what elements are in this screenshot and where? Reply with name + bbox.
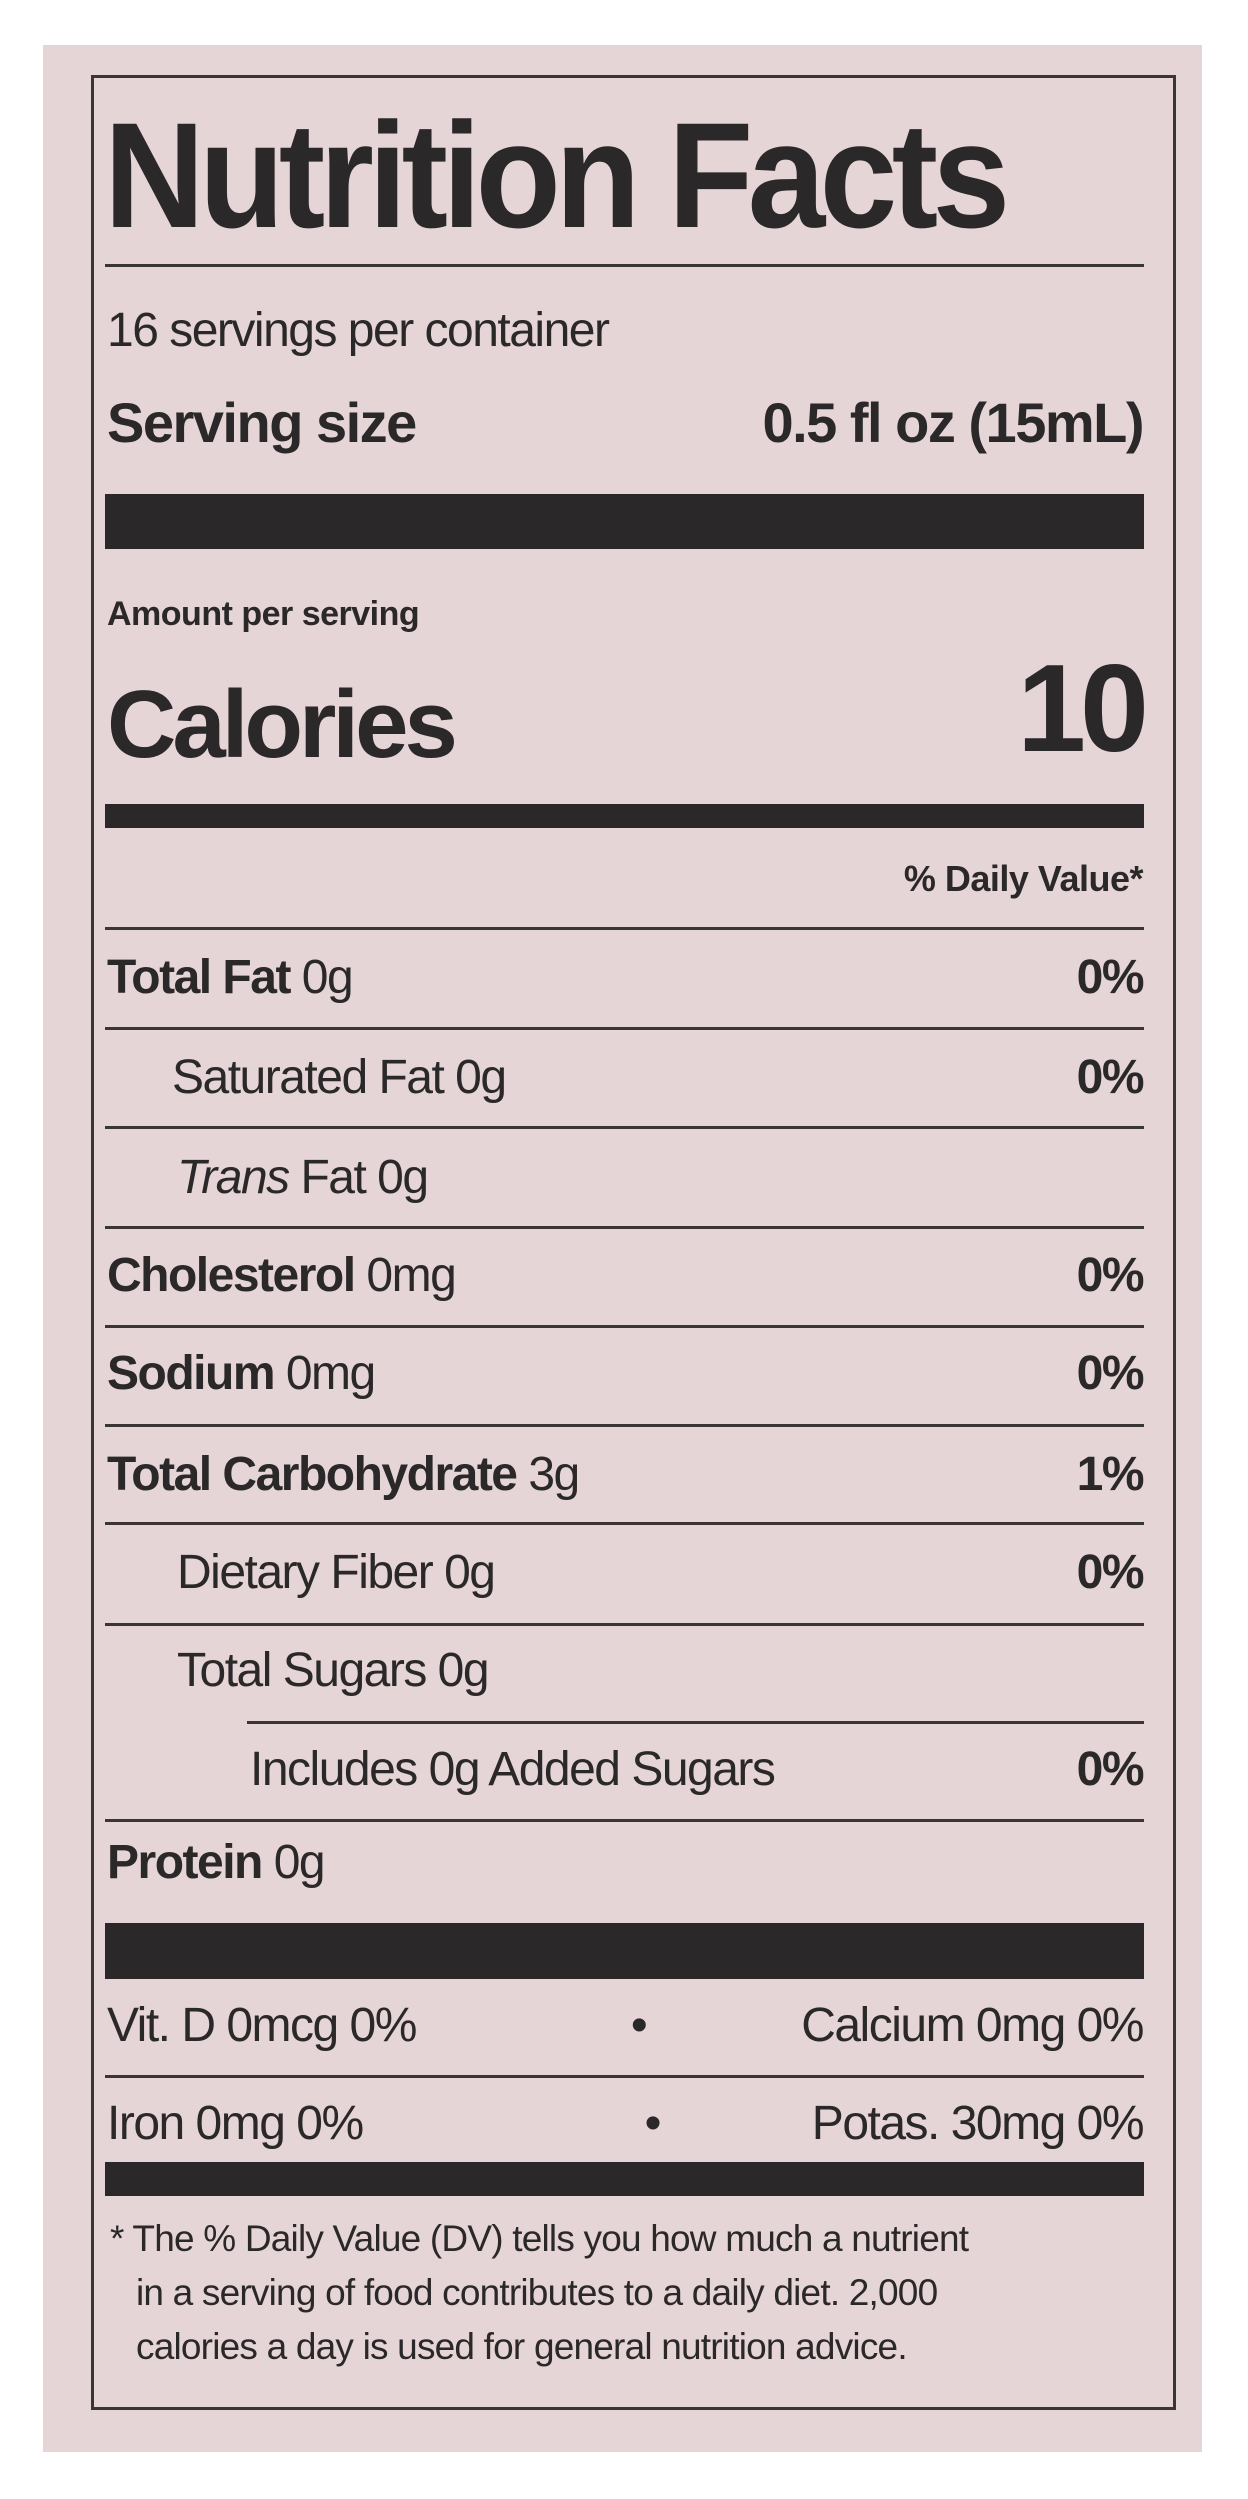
vitamin-row: Iron 0mg 0% • Potas. 30mg 0% <box>107 2096 1145 2151</box>
nutrient-name: Cholesterol 0mg <box>107 1248 457 1303</box>
divider <box>105 1623 1144 1626</box>
nutrient-label: Total Sugars 0g <box>177 1644 490 1697</box>
serving-size-value: 0.5 fl oz (15mL) <box>762 391 1144 454</box>
nutrient-name: Dietary Fiber 0g <box>177 1545 496 1600</box>
nutrient-daily-value: 0% <box>1076 1249 1145 1302</box>
medium-bar <box>105 804 1144 828</box>
nutrient-daily-value: 0% <box>1076 1743 1145 1796</box>
nutrient-name: Includes 0g Added Sugars <box>250 1742 776 1797</box>
calcium: Calcium 0mg 0% <box>801 1999 1144 2052</box>
divider <box>105 1424 1144 1427</box>
nutrient-row: Cholesterol 0mg 0% <box>107 1248 1145 1303</box>
nutrient-amount: 0mg <box>366 1249 456 1302</box>
nutrient-name: Trans Fat 0g <box>177 1150 429 1205</box>
footnote: * The % Daily Value (DV) tells you how m… <box>110 2212 1143 2374</box>
nutrient-label: Includes 0g Added Sugars <box>250 1743 776 1796</box>
thick-bar <box>105 494 1144 549</box>
bullet-separator: • <box>644 2097 662 2150</box>
amount-per-serving: Amount per serving <box>107 595 1143 634</box>
nutrient-row: Total Fat 0g 0% <box>107 950 1145 1005</box>
divider <box>105 1819 1144 1822</box>
divider <box>247 1721 1144 1724</box>
calories-row: Calories 10 <box>107 640 1149 780</box>
nutrient-amount: 0mg <box>285 1347 376 1400</box>
nutrient-name: Total Fat 0g <box>107 950 354 1005</box>
nutrient-name: Total Sugars 0g <box>177 1643 490 1698</box>
footnote-line: calories a day is used for general nutri… <box>136 2326 908 2367</box>
nutrient-daily-value: 1% <box>1076 1448 1145 1501</box>
nutrient-name: Sodium 0mg <box>107 1346 376 1401</box>
divider <box>105 264 1144 267</box>
servings-per-container: 16 servings per container <box>107 303 1143 358</box>
nutrient-label: Sodium <box>107 1347 276 1400</box>
divider <box>105 1522 1144 1525</box>
nutrient-daily-value: 0% <box>1076 1546 1145 1599</box>
footnote-line: * The % Daily Value (DV) tells you how m… <box>110 2218 969 2259</box>
nutrient-label: Total Carbohydrate <box>107 1448 518 1501</box>
nutrient-row: Protein 0g <box>107 1835 1143 1890</box>
medium-bar <box>105 2162 1144 2196</box>
nutrient-label: Cholesterol <box>107 1249 356 1302</box>
iron: Iron 0mg 0% <box>107 2097 364 2150</box>
serving-size-label: Serving size <box>107 391 417 454</box>
calories-value: 10 <box>1017 640 1149 778</box>
serving-size-row: Serving size 0.5 fl oz (15mL) <box>107 390 1144 455</box>
servings-text: 16 servings per container <box>107 304 610 357</box>
calories-label: Calories <box>107 671 458 778</box>
label-background <box>43 45 1202 2452</box>
nutrient-label: Trans <box>177 1151 290 1204</box>
nutrient-daily-value: 0% <box>1076 1347 1145 1400</box>
footnote-line: in a serving of food contributes to a da… <box>136 2272 938 2313</box>
nutrient-daily-value: 0% <box>1076 951 1145 1004</box>
nutrient-amount: Fat 0g <box>300 1151 429 1204</box>
divider <box>105 1226 1144 1229</box>
potassium: Potas. 30mg 0% <box>811 2097 1145 2150</box>
divider <box>105 927 1144 930</box>
divider <box>105 2075 1144 2078</box>
nutrition-facts-border <box>91 75 1176 2410</box>
nutrient-row: Trans Fat 0g <box>177 1150 1143 1205</box>
nutrient-label: Protein <box>107 1836 263 1889</box>
divider <box>105 1325 1144 1328</box>
vitamin-row: Vit. D 0mcg 0% • Calcium 0mg 0% <box>107 1998 1144 2053</box>
nutrient-row: Saturated Fat 0g 0% <box>172 1050 1145 1105</box>
thick-bar <box>105 1923 1144 1979</box>
nutrient-row: Includes 0g Added Sugars 0% <box>250 1742 1145 1797</box>
nutrient-amount: 0g <box>301 951 354 1004</box>
nutrient-amount: 0g <box>273 1836 326 1889</box>
nutrient-amount: 3g <box>528 1448 580 1501</box>
nutrient-label: Dietary Fiber 0g <box>177 1546 496 1599</box>
nutrient-label: Saturated Fat 0g <box>172 1051 507 1104</box>
nutrient-row: Total Carbohydrate 3g 1% <box>107 1447 1145 1502</box>
divider <box>105 1027 1144 1030</box>
daily-value-header-text: % Daily Value* <box>903 858 1144 899</box>
nutrient-row: Sodium 0mg 0% <box>107 1346 1145 1401</box>
nutrient-name: Saturated Fat 0g <box>172 1050 507 1105</box>
nutrient-row: Dietary Fiber 0g 0% <box>177 1545 1145 1600</box>
nutrition-facts-title: Nutrition Facts <box>104 91 1010 259</box>
nutrient-label: Total Fat <box>107 951 291 1004</box>
nutrient-name: Total Carbohydrate 3g <box>107 1447 580 1502</box>
nutrient-name: Protein 0g <box>107 1835 326 1890</box>
nutrient-daily-value: 0% <box>1076 1051 1145 1104</box>
nutrient-row: Total Sugars 0g <box>177 1643 1143 1698</box>
bullet-separator: • <box>630 1999 648 2052</box>
vitamin-d: Vit. D 0mcg 0% <box>107 1999 417 2052</box>
amount-per-serving-text: Amount per serving <box>107 595 420 633</box>
daily-value-header: % Daily Value* <box>107 858 1144 900</box>
divider <box>105 1126 1144 1129</box>
